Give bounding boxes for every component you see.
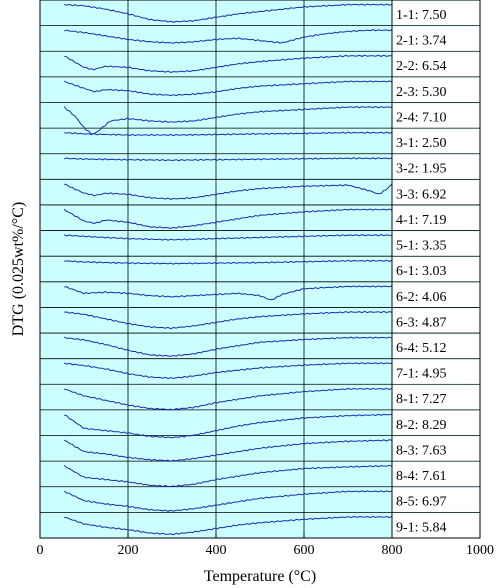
series-label: 1-1: 7.50 — [396, 8, 447, 23]
x-tick-label: 0 — [37, 543, 44, 558]
row-label-bg — [392, 52, 480, 77]
row-label-bg — [392, 513, 480, 538]
series-line-2-1 — [64, 29, 481, 44]
series-label: 7-1: 4.95 — [396, 367, 447, 382]
row-label-bg — [392, 26, 480, 51]
series-label: 8-2: 8.29 — [396, 418, 447, 433]
x-tick-label: 1000 — [466, 543, 494, 558]
series-line-1-1 — [64, 3, 481, 23]
row-label-bg — [392, 77, 480, 102]
row-label-bg — [392, 257, 480, 282]
series-line-3-2 — [64, 157, 481, 162]
series-label: 8-1: 7.27 — [396, 392, 447, 407]
series-label: 2-1: 3.74 — [396, 34, 447, 49]
series-line-2-2 — [64, 54, 480, 74]
row-label-bg — [392, 205, 480, 231]
series-line-3-3 — [64, 183, 481, 200]
series-line-4-1 — [63, 208, 481, 229]
row-separators — [40, 25, 480, 513]
row-label-bg — [392, 410, 480, 436]
row-label-bg — [392, 487, 480, 512]
series-label: 3-3: 6.92 — [396, 187, 447, 202]
series-line-6-1 — [64, 259, 481, 265]
series-label: 2-4: 7.10 — [396, 110, 447, 125]
series-line-6-4 — [63, 336, 481, 357]
series-line-6-2 — [64, 285, 481, 301]
series-label: 4-1: 7.19 — [396, 213, 447, 228]
row-label-bg — [392, 180, 480, 205]
series-group — [63, 3, 481, 536]
plot-frame — [39, 0, 481, 539]
series-label: 3-2: 1.95 — [396, 162, 447, 177]
row-label-bg — [392, 436, 480, 461]
series-label: 8-4: 7.61 — [396, 469, 447, 484]
x-tick-label: 800 — [382, 543, 403, 558]
series-label: 3-1: 2.50 — [396, 136, 447, 151]
series-label: 6-2: 4.06 — [396, 290, 447, 305]
series-label: 2-3: 5.30 — [396, 85, 447, 100]
row-label-bg — [392, 129, 480, 154]
row-label-bg — [392, 308, 480, 333]
series-line-9-1 — [64, 515, 481, 536]
x-tick-label: 600 — [294, 543, 315, 558]
row-label-bg — [392, 103, 480, 128]
series-label: 9-1: 5.84 — [396, 520, 447, 535]
series-line-8-1 — [64, 387, 481, 411]
row-label-bg — [392, 359, 480, 384]
series-label: 2-2: 6.54 — [396, 59, 447, 74]
series-line-8-4 — [63, 464, 481, 488]
row-label-bg — [392, 231, 480, 256]
row-label-bg — [392, 1, 480, 26]
y-axis-title: DTG (0.025wt%/°C) — [10, 202, 27, 336]
row-label-bg — [392, 334, 480, 359]
row-label-bg — [392, 385, 480, 410]
series-line-7-1 — [63, 362, 481, 380]
series-line-8-5 — [63, 490, 480, 512]
x-tick-label: 200 — [118, 543, 139, 558]
row-labels: 1-1: 7.50 2-1: 3.74 2-2: 6.54 2-3: 5.30 2-4:… — [391, 0, 480, 538]
row-label-bg — [392, 282, 480, 307]
series-line-8-2 — [64, 413, 481, 439]
series-label: 8-5: 6.97 — [396, 495, 447, 510]
row-label-bg — [392, 154, 480, 179]
series-line-2-3 — [63, 80, 481, 97]
series-line-6-3 — [64, 310, 481, 330]
x-axis-title: Temperature (°C) — [204, 568, 316, 585]
series-label: 6-1: 3.03 — [396, 264, 447, 279]
series-label: 6-3: 4.87 — [396, 315, 447, 330]
row-label-bg — [392, 462, 480, 487]
x-tick-label: 400 — [206, 543, 227, 558]
series-label: 8-3: 7.63 — [396, 443, 447, 458]
series-line-5-1 — [63, 234, 481, 241]
x-tick-labels: 0 200 400 600 800 1000 — [37, 533, 494, 558]
series-line-3-1 — [64, 131, 481, 137]
series-label: 6-4: 5.12 — [396, 341, 447, 356]
series-label: 5-1: 3.35 — [396, 239, 447, 254]
series-line-8-3 — [63, 439, 481, 462]
series-line-2-4 — [63, 105, 481, 135]
